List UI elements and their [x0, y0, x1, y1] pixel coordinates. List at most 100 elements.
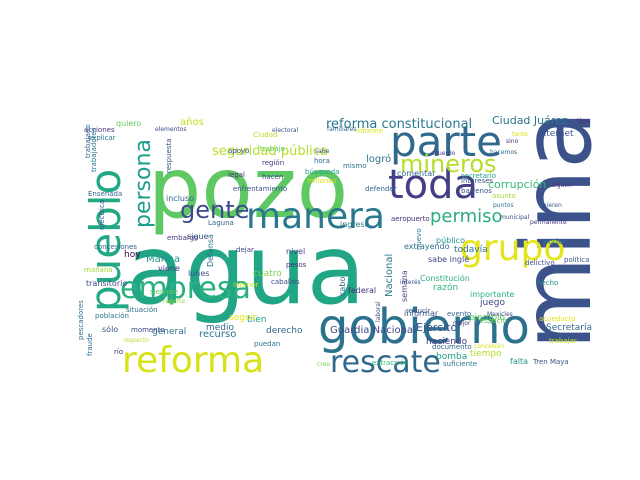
word-documento: documento	[432, 343, 472, 351]
word-hecho: hecho	[537, 279, 558, 287]
word-corrupción: corrupción	[488, 178, 546, 191]
word-agua: agua	[126, 214, 365, 326]
word-población: población	[95, 312, 129, 320]
word-gobierno: gobierno	[318, 299, 530, 355]
word-siguen: siguen	[552, 182, 572, 189]
word-respecto: respecto	[123, 337, 149, 344]
word-falta: falta	[510, 357, 528, 366]
word-reforma: reforma	[122, 340, 264, 381]
word-intereses: intereses	[461, 177, 493, 185]
word-persona: persona	[131, 139, 156, 228]
word-hora: hora	[314, 157, 330, 165]
word-empresa: empresa	[120, 271, 251, 306]
word-puntos: puntos	[493, 202, 514, 209]
word-pesos: pesos	[286, 261, 307, 269]
word-ciudad-juárez: Ciudad Juárez	[492, 114, 568, 127]
word-sino: sino	[506, 138, 519, 145]
word-manera: manera	[246, 196, 385, 237]
word-reporte: reporte	[163, 298, 185, 305]
word-trabajado: trabajado	[84, 124, 92, 158]
word-creo: creo	[317, 361, 330, 368]
word-sabe: sabe	[315, 148, 330, 155]
word-quiero: quiero	[116, 119, 141, 128]
word-asunto: asunto	[492, 192, 516, 200]
word-todavía: todavía	[454, 245, 488, 255]
word-apoyo: apoyo	[228, 147, 249, 155]
word-millones: millones	[307, 177, 337, 185]
word-extrayendo: extrayendo	[404, 242, 450, 251]
word-reducir: reducir	[406, 307, 431, 315]
word-legal: legal	[228, 171, 245, 179]
word-pescadores: pescadores	[77, 300, 85, 340]
word-sabe-inglé: sabe inglé	[428, 254, 469, 264]
word-tren-maya: Tren Maya	[532, 358, 569, 366]
word-suficiente: suficiente	[443, 360, 477, 368]
word-nuevo: nuevo	[415, 228, 423, 250]
word-aeropuerto: aeropuerto	[391, 215, 430, 223]
word-explicar: explicar	[88, 134, 116, 142]
word-pueblo: pueblo	[81, 169, 130, 312]
word-poder: poder	[543, 237, 567, 246]
word-informar: informar	[404, 309, 439, 318]
word-electoral: electoral	[272, 127, 299, 134]
word-secretario: secretario	[461, 172, 496, 180]
word-ejército: Ejército	[416, 321, 457, 334]
word-mina: mina	[501, 110, 613, 350]
word-quieren: quieren	[539, 202, 562, 209]
word-federal: federal	[348, 286, 376, 295]
word-transitorio: transitorio	[86, 279, 127, 288]
word-familiares: familiares	[327, 126, 356, 133]
word-concesión: concesión	[474, 343, 504, 350]
word-constitución: Constitución	[420, 273, 470, 283]
word-internet: internet	[538, 129, 574, 139]
word-trabajadores: trabajadores	[90, 127, 98, 172]
word-respuesta: respuesta	[165, 138, 173, 173]
word-extracción: extracción	[372, 359, 409, 367]
word-secretaría: Secretaría	[546, 323, 592, 333]
word-sigue: sigue	[187, 232, 209, 241]
word-laguna: Laguna	[208, 219, 234, 227]
word-fraude: fraude	[86, 333, 94, 356]
word-tiempo: tiempo	[470, 349, 502, 359]
word-medio: medio	[206, 323, 235, 333]
word-pozo: pozo	[148, 139, 348, 237]
word-seguridad-pública: seguridad pública	[212, 144, 328, 159]
word-haciendo: haciendo	[426, 337, 468, 347]
word-interés: interés	[400, 279, 421, 286]
word-mismo: mismo	[343, 162, 367, 170]
word-delictivo: delictivo	[525, 259, 555, 267]
word-seguir: seguir	[229, 313, 257, 323]
word-acueducto: acueducto	[539, 315, 576, 323]
word-sólo: sólo	[102, 324, 118, 334]
word-reforma-constitucional: reforma constitucional	[326, 117, 472, 132]
word-recurso: recurso	[199, 329, 236, 340]
word-general: general	[152, 327, 186, 337]
word-logró: logró	[366, 153, 391, 165]
word-hacemos: hacemos	[490, 149, 517, 156]
word-interior: interior	[233, 281, 259, 289]
word-cabo: cabo	[338, 277, 347, 296]
word-importante: importante	[470, 290, 515, 299]
word-mexicles: Mexicles	[487, 311, 513, 318]
word-concesiones: concesiones	[94, 243, 137, 251]
word-laboral: laboral	[375, 301, 382, 322]
word-situación: situación	[126, 306, 158, 314]
word-puedan: puedan	[254, 340, 280, 348]
word-informe: informe	[356, 127, 383, 135]
word-defensa: Defensa	[206, 234, 215, 267]
word-guardia-nacional: Guardia Nacional	[330, 325, 416, 336]
word-espacio: espacio	[480, 317, 507, 325]
word-comentar: comentar	[397, 169, 436, 178]
word-ensenada: Ensenada	[88, 190, 122, 198]
word-acuerdo: acuerdo	[431, 150, 456, 157]
word-trabajo: trabajo	[260, 145, 285, 153]
word-viene: viene	[158, 264, 180, 273]
word-defender: defender	[365, 185, 397, 193]
word-dejar: dejar	[236, 246, 254, 254]
word-momento: momento	[131, 326, 165, 334]
word-tanto: tanto	[512, 131, 528, 138]
word-hacen: hacen	[262, 173, 283, 181]
word-caballos: caballos	[271, 278, 300, 286]
word-embargo: embargo	[167, 234, 198, 242]
